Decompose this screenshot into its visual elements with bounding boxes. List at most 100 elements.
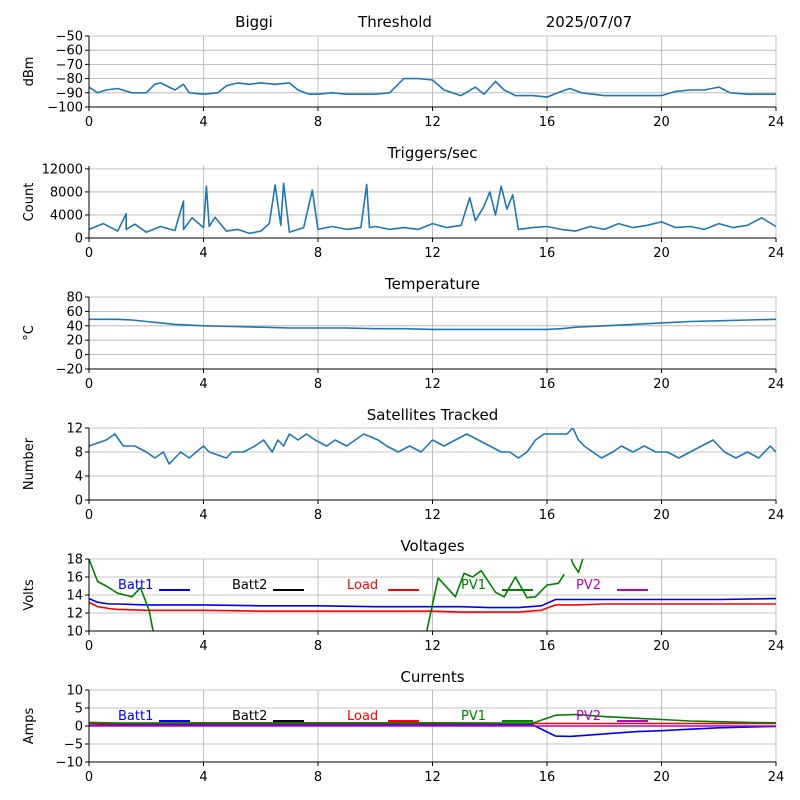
- triggers-xtick-label-1: 4: [199, 246, 207, 261]
- voltages-plot-area: [89, 559, 776, 631]
- satellites-xtick-label-3: 12: [424, 508, 441, 523]
- figure-header: Biggi Threshold 2025/07/07: [235, 13, 632, 31]
- signal-xtick-label-0: 0: [85, 115, 93, 130]
- currents-panel: 0 4 8 12 16 20 24 −10 −5 0 5 10 Currents Amps Batt1 Bat…: [22, 668, 784, 785]
- currents-xtick-label-6: 24: [768, 770, 785, 785]
- voltages-ytick-label-4: 18: [66, 553, 83, 568]
- signal-xtick-label-3: 12: [424, 115, 441, 130]
- header-station: Biggi: [235, 13, 273, 31]
- satellites-xtick-label-2: 8: [314, 508, 322, 523]
- currents-legend-pv1-label: PV1: [461, 709, 486, 724]
- currents-xtick-label-3: 12: [424, 770, 441, 785]
- temperature-xtick-label-6: 24: [768, 377, 785, 392]
- currents-legend-pv2-label: PV2: [576, 709, 601, 724]
- currents-xtick-label-5: 20: [653, 770, 670, 785]
- temperature-xtick-label-5: 20: [653, 377, 670, 392]
- voltages-xtick-label-5: 20: [653, 639, 670, 654]
- temperature-xtick-label-0: 0: [85, 377, 93, 392]
- header-mode: Threshold: [357, 13, 432, 31]
- triggers-ylabel: Count: [22, 183, 37, 222]
- signal-xtick-label-5: 20: [653, 115, 670, 130]
- satellites-ytick-label-0: 0: [75, 494, 83, 509]
- voltages-legend-batt2-label: Batt2: [232, 578, 267, 593]
- triggers-plot-area: [89, 182, 776, 235]
- satellites-ytick-label-3: 12: [66, 422, 83, 437]
- signal-ytick-label-2: −70: [56, 58, 83, 73]
- header-date: 2025/07/07: [546, 13, 632, 31]
- satellites-ylabel: Number: [22, 437, 37, 490]
- satellites-xtick-label-1: 4: [199, 508, 207, 523]
- triggers-xtick-label-5: 20: [653, 246, 670, 261]
- triggers-series-0-line: [89, 182, 776, 235]
- voltages-legend-load-label: Load: [347, 578, 378, 593]
- currents-batt1-line: [89, 724, 776, 738]
- satellites-xtick-label-4: 16: [539, 508, 556, 523]
- triggers-title: Triggers/sec: [387, 144, 478, 162]
- signal-xtick-label-6: 24: [768, 115, 785, 130]
- satellites-ytick-label-1: 4: [75, 470, 83, 485]
- temperature-xtick-label-2: 8: [314, 377, 322, 392]
- triggers-ytick-label-3: 12000: [42, 162, 83, 177]
- triggers-ytick-label-1: 4000: [50, 208, 83, 223]
- triggers-xtick-label-3: 12: [424, 246, 441, 261]
- currents-xtick-label-1: 4: [199, 770, 207, 785]
- temperature-xtick-label-4: 16: [539, 377, 556, 392]
- temperature-ytick-label-2: 20: [66, 334, 83, 349]
- voltages-xtick-label-4: 16: [539, 639, 556, 654]
- signal-xtick-label-2: 8: [314, 115, 322, 130]
- voltages-xtick-label-1: 4: [199, 639, 207, 654]
- satellites-series-0-line: [89, 428, 776, 465]
- currents-legend-load-label: Load: [347, 709, 378, 724]
- currents-xtick-label-0: 0: [85, 770, 93, 785]
- voltages-xtick-label-2: 8: [314, 639, 322, 654]
- satellites-xtick-label-0: 0: [85, 508, 93, 523]
- satellites-xtick-label-6: 24: [768, 508, 785, 523]
- satellites-panel: 0 4 8 12 16 20 24 0 4 8 12 Satellites Tracked Number: [22, 406, 784, 523]
- voltages-pv1-line: [89, 559, 584, 631]
- triggers-panel: 0 4 8 12 16 20 24 0 4000 8000 12000 Triggers/sec Cou…: [22, 144, 784, 261]
- triggers-ytick-label-2: 8000: [50, 185, 83, 200]
- signal-ytick-label-4: −90: [56, 86, 83, 101]
- temperature-ytick-label-5: 80: [66, 291, 83, 306]
- voltages-panel: 0 4 8 12 16 20 24 10 12 14 16 18 Voltages Volts Batt1 B…: [22, 537, 784, 654]
- signal-ytick-label-1: −60: [56, 44, 83, 59]
- voltages-legend-pv2-label: PV2: [576, 578, 601, 593]
- currents-xtick-label-4: 16: [539, 770, 556, 785]
- temperature-xtick-label-1: 4: [199, 377, 207, 392]
- currents-legend-batt1-label: Batt1: [118, 709, 153, 724]
- currents-ylabel: Amps: [22, 707, 37, 744]
- triggers-xtick-label-4: 16: [539, 246, 556, 261]
- signal-xtick-label-1: 4: [199, 115, 207, 130]
- triggers-ytick-label-0: 0: [75, 232, 83, 247]
- voltages-xtick-label-6: 24: [768, 639, 785, 654]
- temperature-ytick-label-0: −20: [56, 363, 83, 378]
- signal-ytick-label-5: −100: [47, 101, 83, 116]
- temperature-ylabel: °C: [22, 325, 37, 341]
- currents-ytick-label-4: 10: [66, 684, 83, 699]
- satellites-title: Satellites Tracked: [367, 406, 498, 424]
- currents-title: Currents: [400, 668, 464, 686]
- signal-ylabel: dBm: [22, 57, 37, 87]
- voltages-load-line: [89, 601, 776, 613]
- voltages-legend-pv1-label: PV1: [461, 578, 486, 593]
- currents-ytick-label-1: −5: [64, 738, 83, 753]
- temperature-ytick-label-3: 40: [66, 319, 83, 334]
- currents-plot-area: [89, 713, 776, 738]
- signal-ytick-label-3: −80: [56, 72, 83, 87]
- signal-ytick-label-0: −50: [56, 30, 83, 45]
- voltages-ytick-label-0: 10: [66, 625, 83, 640]
- currents-pv1-line: [89, 713, 776, 724]
- temperature-ytick-label-1: 0: [75, 348, 83, 363]
- voltages-ytick-label-2: 14: [66, 589, 83, 604]
- satellites-plot-area: [89, 428, 776, 465]
- signal-xtick-label-4: 16: [539, 115, 556, 130]
- voltages-xtick-label-3: 12: [424, 639, 441, 654]
- satellites-ytick-label-2: 8: [75, 446, 83, 461]
- voltages-ylabel: Volts: [22, 579, 37, 611]
- currents-legend-batt2-label: Batt2: [232, 709, 267, 724]
- voltages-xtick-label-0: 0: [85, 639, 93, 654]
- voltages-batt1-line: [89, 597, 776, 609]
- voltages-ytick-label-3: 16: [66, 571, 83, 586]
